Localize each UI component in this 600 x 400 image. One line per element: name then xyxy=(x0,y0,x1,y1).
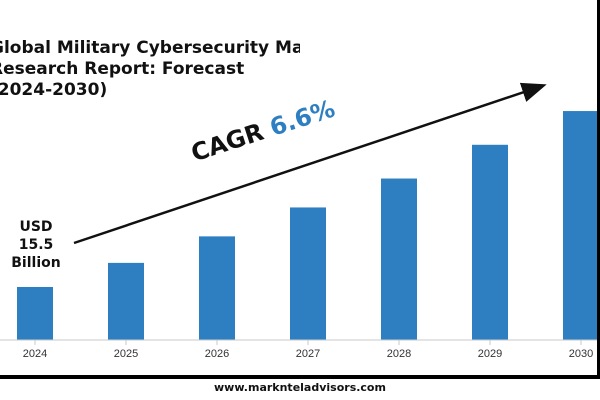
chart-title: Global Military Cybersecurity Market Res… xyxy=(0,38,300,101)
bar-2027 xyxy=(290,207,326,340)
bar-group xyxy=(17,111,599,340)
start-value-unit: Billion xyxy=(11,255,61,271)
bar-2024 xyxy=(17,286,53,340)
x-tick-label-group: 2024 2025 2026 2027 2028 2029 2030 xyxy=(23,348,593,360)
start-value-currency: USD xyxy=(19,219,53,235)
footer-divider xyxy=(0,375,600,379)
cagr-trend-arrow xyxy=(73,82,547,245)
x-tick-label-2026: 2026 xyxy=(205,348,229,360)
bar-chart: 2024 2025 2026 2027 2028 2029 2030 xyxy=(0,82,600,360)
start-value-number: 15.5 xyxy=(18,237,54,253)
x-tick-group xyxy=(34,340,582,345)
start-value-label: USD 15.5 Billion xyxy=(6,218,66,272)
website-link[interactable]: www.marknteladvisors.com xyxy=(214,381,386,394)
bar-2030 xyxy=(563,111,599,340)
bar-2026 xyxy=(199,236,235,340)
footer: www.marknteladvisors.com xyxy=(0,375,600,400)
frame-border xyxy=(597,0,600,375)
x-tick-label-2028: 2028 xyxy=(387,348,411,360)
chart-title-line-1: Global Military Cybersecurity Market xyxy=(0,38,300,58)
bar-2025 xyxy=(108,262,144,340)
x-tick-label-2029: 2029 xyxy=(478,348,502,360)
bar-2028 xyxy=(381,178,417,340)
x-tick-label-2024: 2024 xyxy=(23,348,47,360)
x-tick-label-2025: 2025 xyxy=(114,348,138,360)
x-tick-label-2030: 2030 xyxy=(569,348,593,360)
x-tick-label-2027: 2027 xyxy=(296,348,320,360)
bar-2029 xyxy=(472,144,508,340)
chart-title-line-2: Research Report: Forecast xyxy=(0,59,245,79)
chart-title-line-3: (2024-2030) xyxy=(0,80,108,100)
